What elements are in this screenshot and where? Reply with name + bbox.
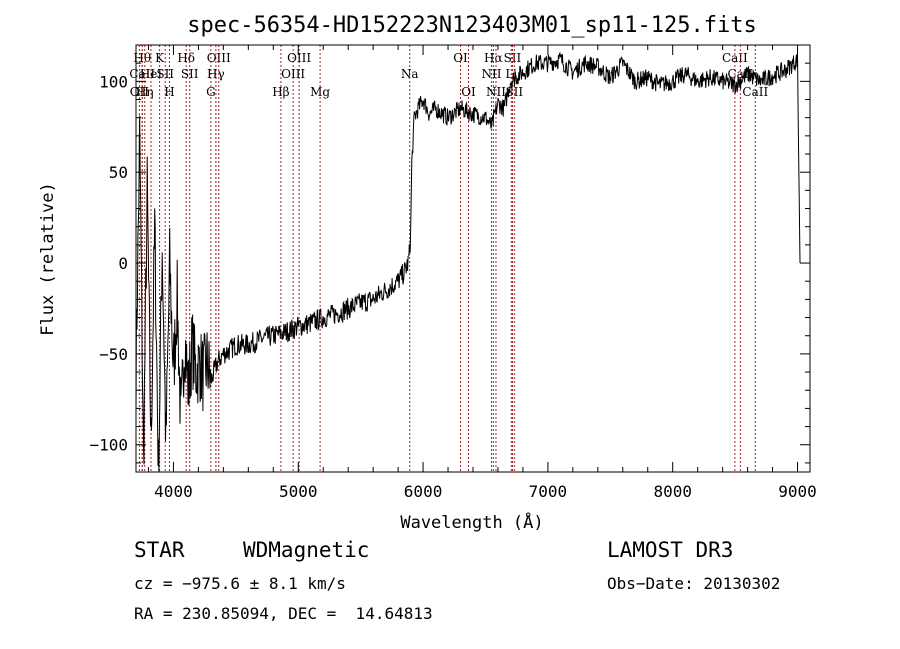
x-tick-label-1: 5000 xyxy=(279,482,318,501)
marker-label-18: OI xyxy=(453,51,468,65)
marker-label-11: Hγ xyxy=(207,67,225,81)
y-tick-label-4: 100 xyxy=(99,72,128,91)
marker-label-3: Hη xyxy=(136,85,154,99)
y-tick-label-2: 0 xyxy=(118,254,128,273)
marker-label-28: CaII xyxy=(742,85,768,99)
redshift-cz: cz = −975.6 ± 8.1 km/s xyxy=(134,574,346,593)
axes: 4000 5000 6000 7000 8000 9000 −100 −50 0 50 100 xyxy=(89,45,817,501)
marker-label-8: Hδ xyxy=(177,51,195,65)
marker-label-22: NII xyxy=(486,85,506,99)
marker-label-6: SII xyxy=(156,67,174,81)
marker-label-15: OIII xyxy=(287,51,311,65)
coordinates: RA = 230.85094, DEC = 14.64813 xyxy=(134,604,433,623)
y-tick-label-1: −50 xyxy=(99,345,128,364)
y-tick-label-0: −100 xyxy=(89,436,128,455)
marker-label-5: K xyxy=(155,51,165,65)
x-tick-label-2: 6000 xyxy=(404,482,443,501)
y-tick-label-3: 50 xyxy=(109,163,128,182)
marker-label-7: H xyxy=(164,85,174,99)
marker-label-13: Hβ xyxy=(272,85,289,99)
marker-label-24: SII xyxy=(504,51,522,65)
x-tick-label-4: 8000 xyxy=(653,482,692,501)
marker-label-19: OI xyxy=(461,85,476,99)
marker-label-0: OII xyxy=(130,85,150,99)
y-axis-label: Flux (relative) xyxy=(38,182,58,336)
marker-label-17: Na xyxy=(401,67,419,81)
marker-label-12: OIII xyxy=(207,51,231,65)
observation-date: Obs−Date: 20130302 xyxy=(607,574,781,593)
x-axis-label: Wavelength (Å) xyxy=(400,511,543,533)
object-subclass: WDMagnetic xyxy=(243,538,370,562)
marker-label-26: CaII xyxy=(722,51,748,65)
x-tick-label-0: 4000 xyxy=(154,482,193,501)
marker-label-14: OIII xyxy=(281,67,305,81)
marker-label-9: SII xyxy=(181,67,199,81)
marker-label-21: Hα xyxy=(484,51,503,65)
object-type: STAR xyxy=(134,538,185,562)
chart-title: spec-56354-HD152223N123403M01_sp11-125.f… xyxy=(187,13,757,38)
marker-label-16: Mg xyxy=(310,85,330,99)
spectral-line-markers: OIIHθCaIIHηHeIKSIIHHδSIIGHγOIIIHβOIIIOII… xyxy=(129,45,768,472)
flux-series xyxy=(135,51,801,473)
survey-name: LAMOST DR3 xyxy=(607,538,734,562)
flux-line xyxy=(135,51,801,473)
marker-label-20: NII xyxy=(481,67,501,81)
x-tick-label-5: 9000 xyxy=(778,482,817,501)
marker-label-4: HeI xyxy=(140,67,163,81)
marker-label-23: Li xyxy=(505,67,517,81)
x-tick-label-3: 7000 xyxy=(529,482,568,501)
marker-label-10: G xyxy=(206,85,216,99)
